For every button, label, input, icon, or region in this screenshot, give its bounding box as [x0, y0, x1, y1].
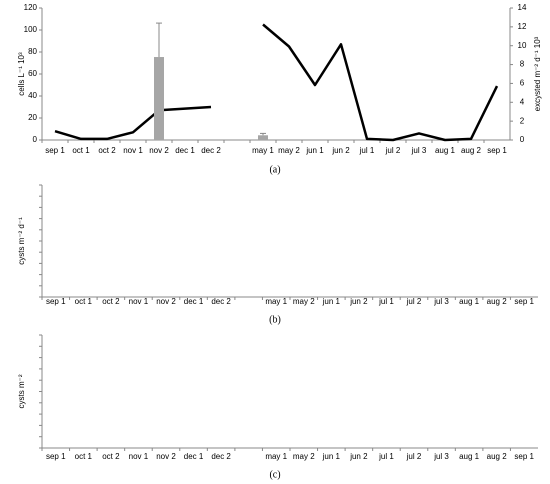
- x-tick-label: nov 1: [129, 297, 149, 306]
- x-tick-label: nov 1: [123, 146, 143, 155]
- x-tick-label: jul 2: [385, 146, 401, 155]
- x-tick-label: nov 2: [149, 146, 169, 155]
- x-tick-label: may 2: [278, 146, 300, 155]
- y2-tick-label: 14: [518, 3, 527, 12]
- x-tick-label: oct 2: [98, 146, 116, 155]
- y2-tick-label: 0: [520, 135, 525, 144]
- x-tick-label: oct 2: [102, 297, 120, 306]
- x-tick-label: dec 1: [184, 452, 204, 461]
- x-tick-label: oct 1: [75, 297, 93, 306]
- caption: (b): [269, 314, 281, 325]
- x-tick-label: may 2: [293, 297, 315, 306]
- x-tick-label: jun 2: [349, 452, 368, 461]
- x-tick-label: jun 1: [305, 146, 324, 155]
- y-tick-label: 40: [28, 91, 37, 100]
- x-tick-label: sep 1: [514, 452, 534, 461]
- x-tick-label: sep 1: [487, 146, 507, 155]
- x-tick-label: oct 1: [72, 146, 90, 155]
- x-tick-label: aug 1: [459, 297, 480, 306]
- y-tick-label: 20: [28, 113, 37, 122]
- x-tick-label: nov 1: [129, 452, 149, 461]
- x-tick-label: jul 1: [378, 452, 394, 461]
- x-tick-label: aug 1: [459, 452, 480, 461]
- y2-tick-label: 4: [520, 97, 525, 106]
- y-axis-label: cysts m⁻² d⁻¹: [17, 217, 26, 265]
- y2-tick-label: 10: [518, 41, 527, 50]
- x-tick-label: oct 2: [102, 452, 120, 461]
- y-tick-label: 120: [24, 3, 38, 12]
- x-tick-label: jun 1: [322, 452, 341, 461]
- x-tick-label: jul 2: [406, 297, 422, 306]
- x-tick-label: dec 1: [184, 297, 204, 306]
- x-tick-label: sep 1: [46, 452, 66, 461]
- y-tick-label: 80: [28, 47, 37, 56]
- x-tick-label: jul 2: [406, 452, 422, 461]
- x-tick-label: aug 2: [461, 146, 482, 155]
- x-tick-label: may 1: [252, 146, 274, 155]
- x-tick-label: sep 1: [514, 297, 534, 306]
- line: [54, 23, 499, 142]
- x-tick-label: nov 2: [156, 452, 176, 461]
- x-tick-label: dec 2: [211, 452, 231, 461]
- y2-axis-label: excysted m⁻² d⁻¹ 10³: [533, 36, 542, 111]
- x-tick-label: may 2: [293, 452, 315, 461]
- x-tick-label: may 1: [265, 297, 287, 306]
- y2-tick-label: 8: [520, 60, 525, 69]
- x-tick-label: oct 1: [75, 452, 93, 461]
- y-axis-label: cells L⁻¹ 10³: [17, 52, 26, 96]
- y2-tick-label: 6: [520, 79, 525, 88]
- y2-tick-label: 12: [518, 22, 527, 31]
- y-axis-label: cysts m⁻²: [17, 374, 26, 408]
- x-tick-label: jun 1: [322, 297, 341, 306]
- x-tick-label: jul 3: [411, 146, 427, 155]
- caption: (a): [269, 164, 280, 175]
- x-tick-label: dec 2: [211, 297, 231, 306]
- x-tick-label: sep 1: [46, 297, 66, 306]
- x-tick-label: aug 1: [435, 146, 456, 155]
- x-tick-label: dec 1: [175, 146, 195, 155]
- x-tick-label: dec 2: [201, 146, 221, 155]
- x-tick-label: jul 3: [433, 297, 449, 306]
- bar: [154, 57, 164, 140]
- y-tick-label: 100: [24, 25, 38, 34]
- x-tick-label: nov 2: [156, 297, 176, 306]
- y-tick-label: 60: [28, 69, 37, 78]
- x-tick-label: jun 2: [331, 146, 350, 155]
- x-tick-label: sep 1: [45, 146, 65, 155]
- x-tick-label: aug 2: [487, 297, 508, 306]
- x-tick-label: aug 2: [487, 452, 508, 461]
- x-tick-label: jul 1: [378, 297, 394, 306]
- y-tick-label: 0: [33, 135, 38, 144]
- caption: (c): [269, 469, 280, 480]
- x-tick-label: jul 1: [359, 146, 375, 155]
- x-tick-label: may 1: [265, 452, 287, 461]
- x-tick-label: jul 3: [433, 452, 449, 461]
- bar: [258, 135, 268, 140]
- y2-tick-label: 2: [520, 116, 525, 125]
- x-tick-label: jun 2: [349, 297, 368, 306]
